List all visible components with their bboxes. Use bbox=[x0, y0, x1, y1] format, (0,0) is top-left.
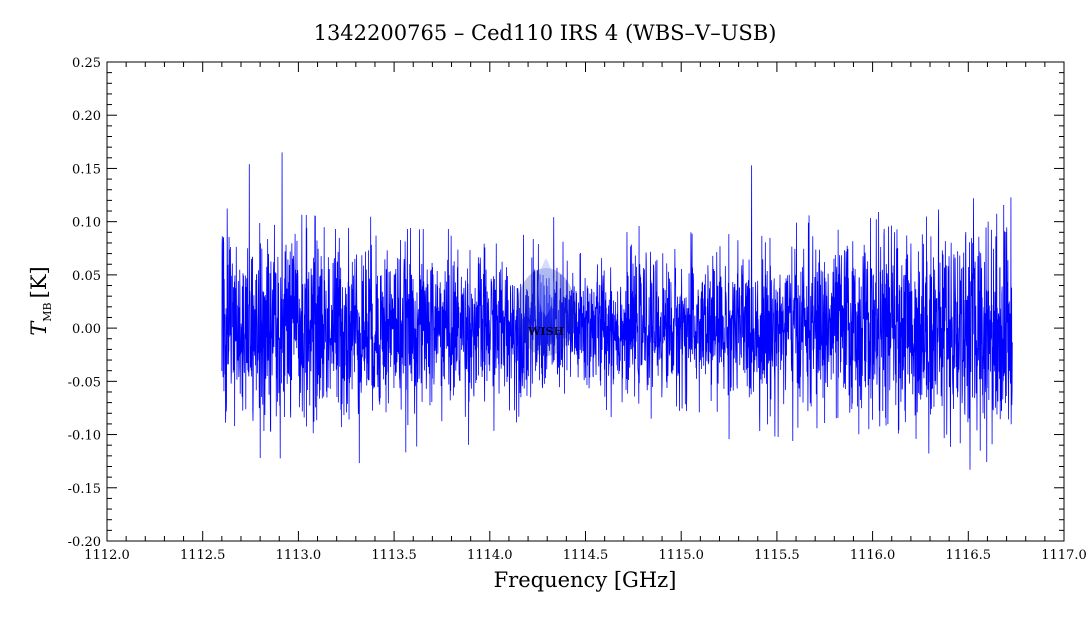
x-tick-label: 1116.5 bbox=[946, 548, 992, 563]
y-tick-label: -0.10 bbox=[68, 429, 101, 444]
y-axis-label-main: T bbox=[27, 320, 51, 336]
x-tick-label: 1113.0 bbox=[276, 548, 322, 563]
x-tick-label: 1117.0 bbox=[1041, 548, 1087, 563]
y-tick-label: 0.20 bbox=[72, 109, 101, 124]
y-tick-label: -0.05 bbox=[68, 375, 101, 390]
x-axis-label: Frequency [GHz] bbox=[494, 568, 677, 592]
spectrum-line bbox=[221, 152, 1013, 470]
y-axis-label: TMB [K] bbox=[27, 266, 54, 335]
y-tick-label: 0.00 bbox=[72, 322, 101, 337]
y-tick-label: -0.15 bbox=[68, 482, 101, 497]
x-tick-label: 1114.0 bbox=[467, 548, 513, 563]
y-tick-label: 0.15 bbox=[72, 162, 101, 177]
chart-title: 1342200765 – Ced110 IRS 4 (WBS–V–USB) bbox=[314, 21, 777, 45]
x-tick-label: 1112.5 bbox=[180, 548, 226, 563]
x-tick-label: 1116.0 bbox=[850, 548, 896, 563]
spectrum-series bbox=[221, 152, 1013, 470]
y-tick-label: -0.20 bbox=[68, 535, 101, 550]
x-tick-label: 1115.5 bbox=[754, 548, 800, 563]
y-tick-label: 0.25 bbox=[72, 56, 101, 71]
y-tick-label: 0.05 bbox=[72, 269, 101, 284]
x-tick-label: 1113.5 bbox=[371, 548, 417, 563]
y-tick-label: 0.10 bbox=[72, 216, 101, 231]
wish-watermark-logo: WISH bbox=[516, 258, 576, 356]
x-axis: 1112.0 1112.5 1113.0 1113.5 1114.0 1114.5 1115… bbox=[84, 62, 1087, 563]
x-tick-label: 1114.5 bbox=[563, 548, 609, 563]
watermark-text: WISH bbox=[527, 325, 564, 338]
y-axis-label-subscript: MB bbox=[41, 302, 54, 321]
x-tick-label: 1112.0 bbox=[84, 548, 130, 563]
y-axis-label-unit: [K] bbox=[27, 266, 51, 298]
y-axis: -0.20 -0.15 -0.10 -0.05 0.00 0.05 0.10 0.15 0.20… bbox=[68, 56, 1064, 550]
x-tick-label: 1115.0 bbox=[658, 548, 704, 563]
